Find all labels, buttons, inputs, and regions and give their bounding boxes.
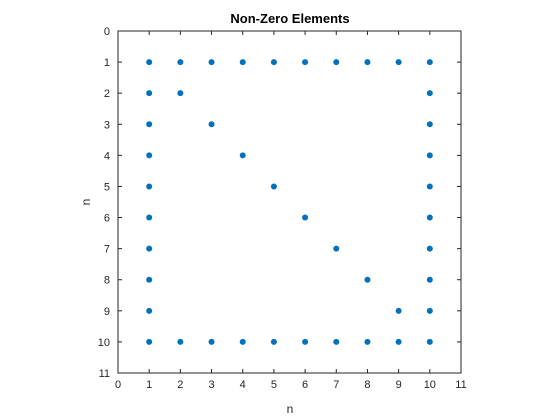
y-tick-label: 6: [104, 213, 110, 225]
data-point: [426, 183, 433, 190]
y-tick-label: 4: [104, 150, 110, 162]
x-tick-label: 1: [146, 379, 152, 391]
data-point: [426, 276, 433, 283]
y-tick-label: 0: [104, 26, 110, 38]
data-point: [270, 338, 277, 345]
y-tick-label: 10: [98, 337, 110, 349]
y-tick-label: 9: [104, 306, 110, 318]
y-tick-label: 1: [104, 57, 110, 69]
y-tick-label: 8: [104, 275, 110, 287]
y-tick-label: 2: [104, 88, 110, 100]
data-point: [302, 338, 309, 345]
data-point: [177, 90, 184, 97]
data-points: [146, 59, 433, 345]
data-point: [426, 90, 433, 97]
x-tick-label: 2: [177, 379, 183, 391]
data-point: [302, 59, 309, 66]
data-point: [146, 307, 153, 314]
x-tick-label: 6: [302, 379, 308, 391]
data-point: [270, 59, 277, 66]
data-point: [426, 307, 433, 314]
data-point: [146, 214, 153, 221]
x-tick-label: 0: [115, 379, 121, 391]
y-tick-label: 7: [104, 244, 110, 256]
plot-frame: [117, 30, 462, 374]
x-tick-label: 7: [333, 379, 339, 391]
data-point: [239, 338, 246, 345]
data-point: [146, 90, 153, 97]
data-point: [146, 338, 153, 345]
data-point: [333, 245, 340, 252]
data-point: [208, 59, 215, 66]
data-point: [177, 338, 184, 345]
ticks: 0 1 2 3 4 5 6 7 8 9 10 11 0 1 2 3 4 5 6 7 8 9 10 11: [98, 26, 467, 391]
data-point: [239, 152, 246, 159]
x-tick-label: 5: [271, 379, 277, 391]
x-tick-label: 10: [424, 379, 436, 391]
x-tick-label: 11: [455, 379, 466, 391]
data-point: [177, 59, 184, 66]
y-tick-label: 3: [104, 119, 110, 131]
x-axis-label: n: [287, 402, 294, 416]
data-point: [270, 183, 277, 190]
data-point: [208, 338, 215, 345]
data-point: [426, 245, 433, 252]
data-point: [395, 338, 402, 345]
data-point: [426, 214, 433, 221]
data-point: [146, 276, 153, 283]
x-tick-label: 4: [240, 379, 246, 391]
x-tick-label: 8: [364, 379, 370, 391]
data-point: [146, 121, 153, 128]
data-point: [364, 276, 371, 283]
data-point: [364, 338, 371, 345]
data-point: [302, 214, 309, 221]
data-point: [146, 152, 153, 159]
data-point: [395, 59, 402, 66]
y-tick-label: 5: [104, 181, 110, 193]
data-point: [146, 245, 153, 252]
chart-title: Non-Zero Elements: [230, 11, 349, 26]
y-tick-label: 11: [99, 368, 110, 380]
data-point: [333, 59, 340, 66]
data-point: [426, 121, 433, 128]
data-point: [426, 338, 433, 345]
x-tick-label: 3: [208, 379, 214, 391]
data-point: [395, 307, 402, 314]
data-point: [364, 59, 371, 66]
x-tick-label: 9: [396, 379, 402, 391]
data-point: [208, 121, 215, 128]
data-point: [426, 59, 433, 66]
data-point: [333, 338, 340, 345]
data-point: [426, 152, 433, 159]
data-point: [239, 59, 246, 66]
data-point: [146, 59, 153, 66]
axes: [117, 30, 462, 374]
data-point: [146, 183, 153, 190]
y-axis-label: n: [79, 199, 93, 206]
